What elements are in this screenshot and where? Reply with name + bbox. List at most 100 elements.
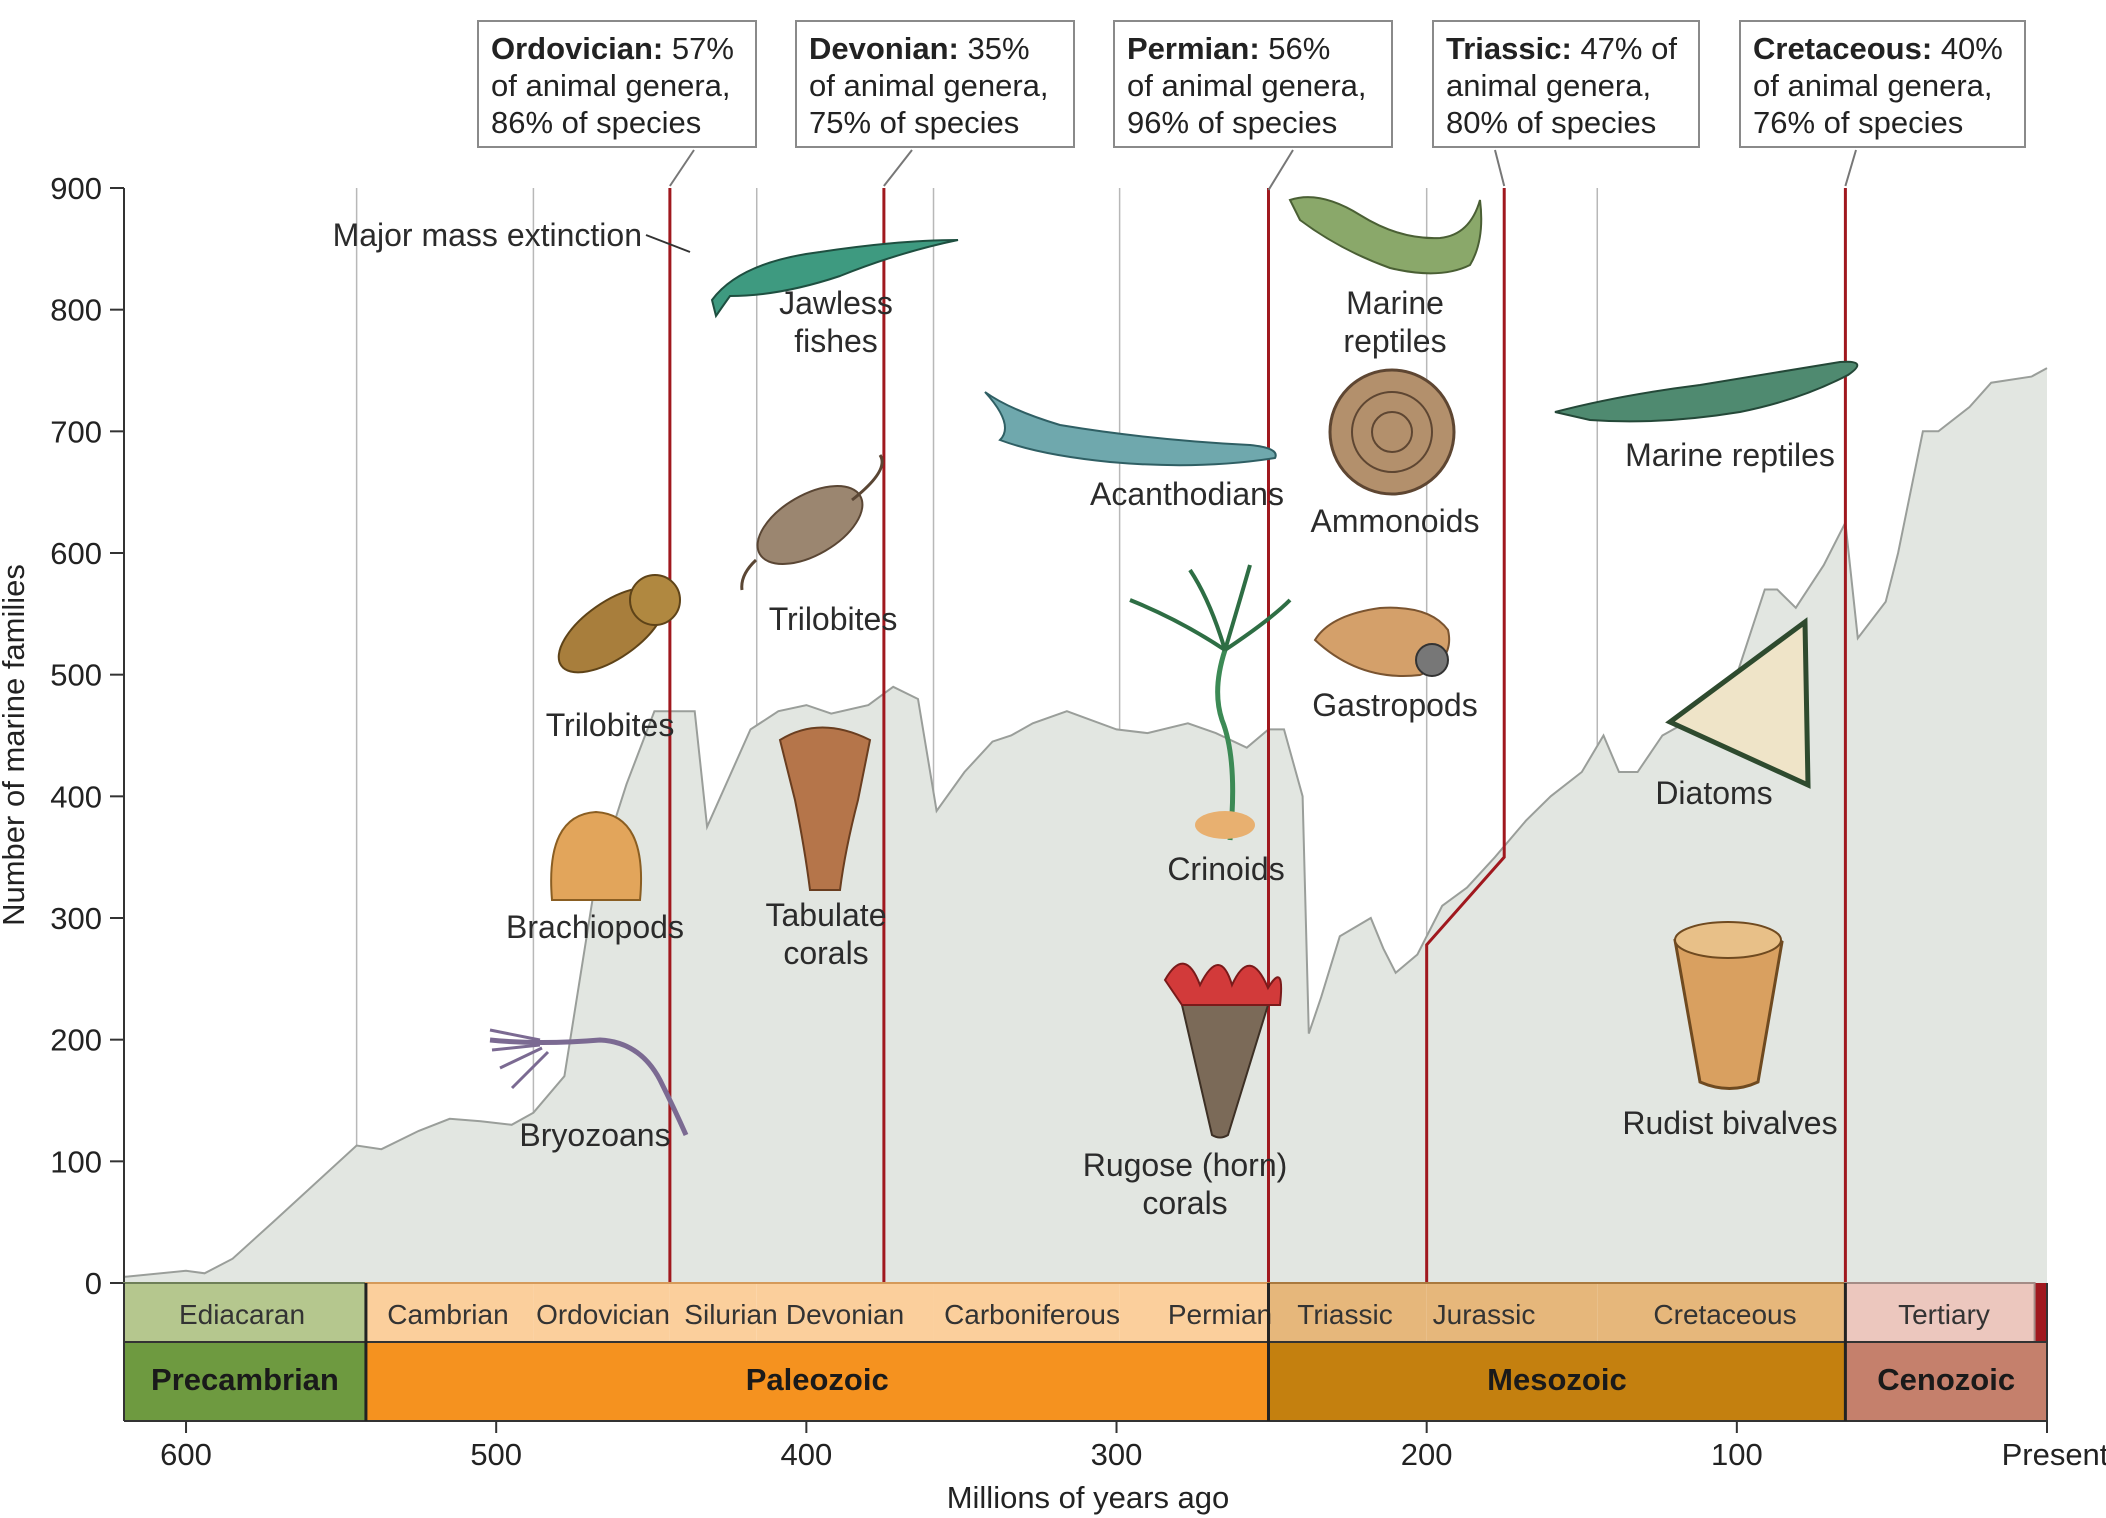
trilobite-silurian-illustration xyxy=(740,454,884,591)
era-label-paleozoic: Paleozoic xyxy=(746,1362,889,1397)
period-label-triassic: Triassic xyxy=(1297,1299,1392,1330)
period-band-9 xyxy=(1597,1283,1846,1342)
brachiopod-shell xyxy=(550,810,642,901)
period-label-silurian: Silurian xyxy=(684,1299,777,1330)
label-corals-rugose: corals xyxy=(1142,1185,1227,1221)
label-brachiopods: Brachiopods xyxy=(506,909,684,945)
y-tick-label-0: 0 xyxy=(85,1266,102,1301)
label-fishes: fishes xyxy=(794,323,878,359)
label-bryozoans: Bryozoans xyxy=(519,1117,670,1153)
callout-triassic-line1: 47% of xyxy=(1580,31,1677,66)
label-rudist-bivalves: Rudist bivalves xyxy=(1622,1105,1837,1141)
callout-ordovician-line1: 57% xyxy=(671,31,734,66)
diversity-area-fill xyxy=(124,368,2047,1284)
callout-leader-0 xyxy=(669,149,695,187)
period-band-11 xyxy=(2034,1283,2047,1342)
label-acanthodians: Acanthodians xyxy=(1090,476,1284,512)
x-tick-label-500: 500 xyxy=(470,1437,522,1472)
major-mass-extinction-pointer xyxy=(645,234,691,253)
period-band-5 xyxy=(933,1283,1120,1342)
rudist-lid xyxy=(1674,921,1782,959)
tabulate-coral-body xyxy=(778,726,872,891)
ammonoid-illustration xyxy=(1328,368,1456,496)
callout-cretaceous-line2: of animal genera, xyxy=(1753,68,1993,103)
trilobite-ordovician-illustration xyxy=(557,574,681,674)
callout-leader-2 xyxy=(1267,149,1294,191)
period-label-cretaceous: Cretaceous xyxy=(1653,1299,1796,1330)
geologic-timescale: Ediacaran Cambrian Ordovician Silurian Devon… xyxy=(123,1282,2048,1422)
rugose-coral-cone xyxy=(1180,1004,1270,1139)
x-axis: 600 500 400 300 200 100 Present xyxy=(160,1421,2106,1472)
y-tick-label-800: 800 xyxy=(50,293,102,328)
callout-permian-name: Permian: xyxy=(1127,31,1260,66)
ammonoid-whorl-outer xyxy=(1351,391,1433,473)
diversity-curve xyxy=(123,367,2048,1278)
marine-reptile-body xyxy=(1554,360,1859,423)
y-axis-title: Number of marine families xyxy=(0,564,31,926)
major-mass-extinction-label: Major mass extinction xyxy=(333,217,642,253)
callout-cretaceous: Cretaceous: 40% of animal genera, 76% of… xyxy=(1739,20,2026,148)
diatom-frustule xyxy=(1665,617,1811,789)
x-tick-label-200: 200 xyxy=(1401,1437,1453,1472)
label-diatoms: Diatoms xyxy=(1655,775,1772,811)
label-ammonoids: Ammonoids xyxy=(1311,503,1480,539)
callout-permian-line2: of animal genera, xyxy=(1127,68,1367,103)
callout-devonian-line3: 75% of species xyxy=(809,105,1020,140)
period-label-ordovician: Ordovician xyxy=(536,1299,670,1330)
callout-cretaceous-line1: 40% xyxy=(1940,31,2003,66)
period-band-8 xyxy=(1426,1283,1598,1342)
crinoid-arms xyxy=(1129,564,1292,652)
callout-cretaceous-name: Cretaceous: xyxy=(1753,31,1933,66)
callout-leader-4 xyxy=(1844,149,1857,187)
y-tick-label-600: 600 xyxy=(50,536,102,571)
period-band-6 xyxy=(1119,1283,1269,1342)
callout-permian-line1: 56% xyxy=(1268,31,1331,66)
y-tick-label-100: 100 xyxy=(50,1144,102,1179)
period-label-tertiary: Tertiary xyxy=(1898,1299,1990,1330)
extinction-line-3 xyxy=(1425,188,1506,1283)
label-marine-reptiles-cretaceous: Marine reptiles xyxy=(1625,437,1835,473)
label-reptiles: reptiles xyxy=(1343,323,1446,359)
jawless-fish-illustration xyxy=(710,239,959,319)
period-label-devonian: Devonian xyxy=(786,1299,904,1330)
x-tick-label-300: 300 xyxy=(1091,1437,1143,1472)
trilobite-antennae xyxy=(740,454,884,591)
acanthodian-illustration xyxy=(984,391,1277,467)
callout-ordovician: Ordovician: 57% of animal genera, 86% of… xyxy=(477,20,757,148)
period-band-7 xyxy=(1268,1283,1427,1342)
y-tick-label-500: 500 xyxy=(50,658,102,693)
callout-cretaceous-line3: 76% of species xyxy=(1753,105,1964,140)
y-tick-label-200: 200 xyxy=(50,1023,102,1058)
callout-permian-line3: 96% of species xyxy=(1127,105,1338,140)
marine-reptile-cretaceous-illustration xyxy=(1554,360,1859,423)
crinoid-stem xyxy=(1215,649,1236,841)
y-tick-label-900: 900 xyxy=(50,171,102,206)
x-tick-label-600: 600 xyxy=(160,1437,212,1472)
x-tick-label-100: 100 xyxy=(1711,1437,1763,1472)
rugose-coral-polyps xyxy=(1163,962,1283,1006)
callout-permian: Permian: 56% of animal genera, 96% of sp… xyxy=(1113,20,1393,148)
period-band-3 xyxy=(669,1283,757,1342)
x-tick-label-400: 400 xyxy=(780,1437,832,1472)
x-axis-title: Millions of years ago xyxy=(947,1480,1230,1515)
y-tick-label-300: 300 xyxy=(50,901,102,936)
crinoid-holdfast xyxy=(1195,811,1255,839)
label-crinoids: Crinoids xyxy=(1167,851,1284,887)
era-band-2 xyxy=(1268,1342,1846,1421)
period-band-2 xyxy=(533,1283,670,1342)
callout-ordovician-name: Ordovician: xyxy=(491,31,664,66)
period-band-10 xyxy=(1845,1283,2035,1342)
period-label-jurassic: Jurassic xyxy=(1433,1299,1536,1330)
period-label-cambrian: Cambrian xyxy=(387,1299,508,1330)
callout-leader-1 xyxy=(883,149,913,187)
era-band-3 xyxy=(1845,1342,2047,1421)
bryozoan-illustration xyxy=(489,1028,689,1137)
period-label-carboniferous: Carboniferous xyxy=(944,1299,1120,1330)
callout-leaders xyxy=(669,149,1857,191)
brachiopod-illustration xyxy=(550,810,642,901)
era-band-0 xyxy=(124,1342,366,1421)
label-tabulate: Tabulate xyxy=(766,897,887,933)
ammonoid-shell xyxy=(1328,368,1456,496)
marine-reptile-triassic-illustration xyxy=(1288,196,1483,275)
label-trilobites-silurian: Trilobites xyxy=(769,601,898,637)
